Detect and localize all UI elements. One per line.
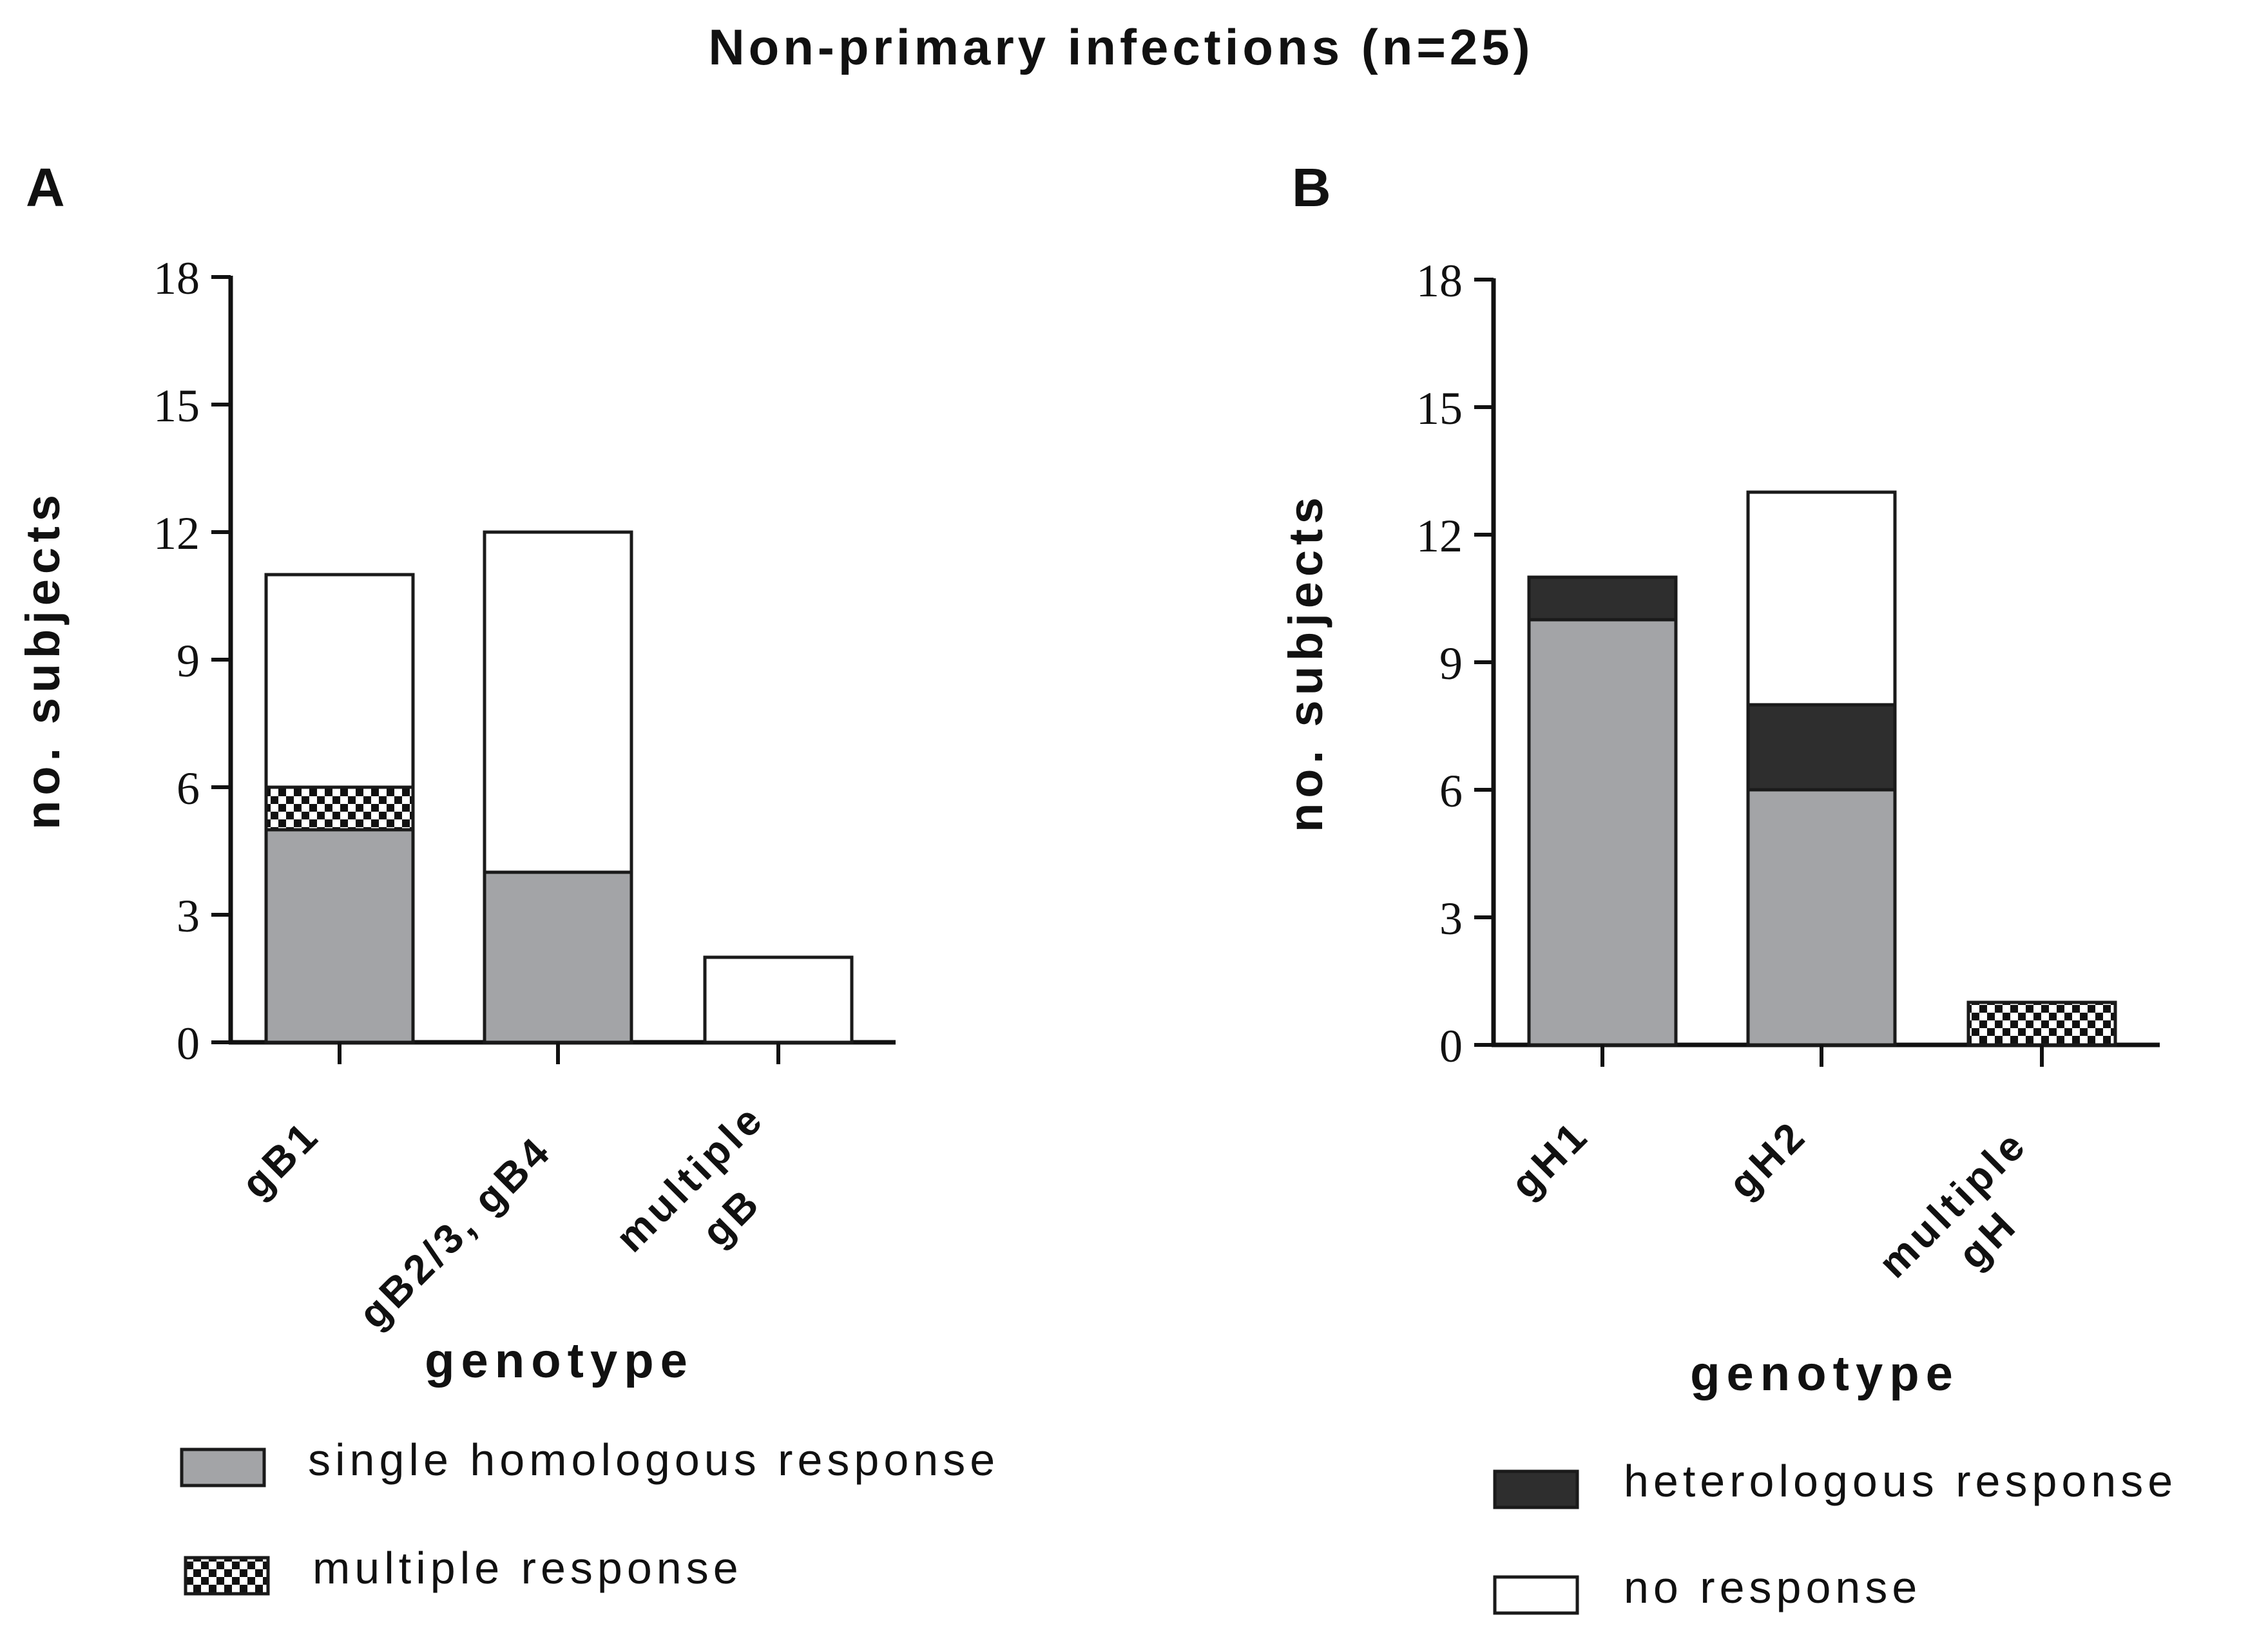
panel-b-label: B	[1292, 157, 1331, 218]
panel-b-y-tick-label: 9	[1439, 638, 1463, 689]
panel-b-y-axis-title: no. subjects	[1279, 492, 1332, 832]
panel-a-x-tick-label: gB2/3, gB4	[350, 1127, 561, 1337]
panel-b-x-tick-label: gH1	[1502, 1111, 1598, 1207]
legend-swatch-none	[1493, 1575, 1579, 1615]
panel-a-bar-multiple-0	[264, 785, 415, 832]
panel-b-x-tick-label: multiple	[1870, 1120, 2036, 1286]
panel-b-bar-single-1	[1746, 788, 1897, 1047]
panel-a-x-axis-title: genotype	[425, 1333, 694, 1388]
panel-a-y-tick-label: 15	[153, 380, 200, 432]
panel-b-bar-multiple-2	[1966, 1000, 2117, 1047]
panel-b-bar-none-1	[1746, 490, 1897, 707]
panel-a-bar-none-2	[703, 955, 854, 1044]
panel-a-chart: A 0 3 6 9 12 15 18 no. subjects gB1 gB2/3, gB4 mult…	[16, 157, 896, 1388]
panel-a-bar-single-0	[264, 828, 415, 1044]
panel-a-bar-single-1	[483, 870, 633, 1044]
figure-title: Non-primary infections (n=25)	[708, 19, 1533, 75]
panel-a-bar-none-0	[264, 573, 415, 789]
legend-label-none: no response	[1624, 1562, 1921, 1612]
panel-b-y-tick-label: 12	[1416, 510, 1463, 562]
panel-b-bar-single-0	[1527, 618, 1678, 1047]
panel-a-bar-none-1	[483, 530, 633, 874]
panel-b-bar-heterologous-0	[1527, 575, 1678, 622]
panel-a-y-axis-title: no. subjects	[16, 490, 70, 830]
panel-b-y-tick-label: 15	[1416, 383, 1463, 434]
panel-b-x-tick-label: gH2	[1720, 1111, 1816, 1207]
panel-b-y-tick-label: 3	[1439, 893, 1463, 944]
panel-a-y-tick-label: 3	[177, 890, 200, 942]
panel-a-label: A	[26, 157, 65, 218]
panel-a-y-tick-label: 18	[153, 253, 200, 304]
legend-label-multiple: multiple response	[312, 1543, 743, 1593]
panel-a-x-tick-label: gB1	[233, 1111, 329, 1207]
panel-b-y-tick-label: 0	[1439, 1020, 1463, 1072]
legend-label-single: single homologous response	[308, 1435, 999, 1485]
panel-a-x-tick-label: multiple	[607, 1094, 773, 1261]
panel-b-y-tick-label: 18	[1416, 255, 1463, 307]
panel-a-y-tick-label: 12	[153, 508, 200, 559]
legend-label-heterologous: heterologous response	[1624, 1456, 2177, 1506]
panel-b-x-axis-title: genotype	[1690, 1346, 1959, 1401]
panel-a-y-tick-label: 9	[177, 635, 200, 687]
legend-swatch-heterologous	[1493, 1469, 1579, 1509]
legend-swatch-multiple	[184, 1556, 270, 1596]
panel-b-bar-heterologous-1	[1746, 703, 1897, 792]
legend-swatch-single	[180, 1448, 266, 1487]
legend: single homologous response multiple respo…	[180, 1435, 2177, 1615]
panel-a-y-tick-label: 0	[177, 1018, 200, 1069]
panel-b-y-tick-label: 6	[1439, 765, 1463, 817]
panel-a-y-tick-label: 6	[177, 763, 200, 814]
